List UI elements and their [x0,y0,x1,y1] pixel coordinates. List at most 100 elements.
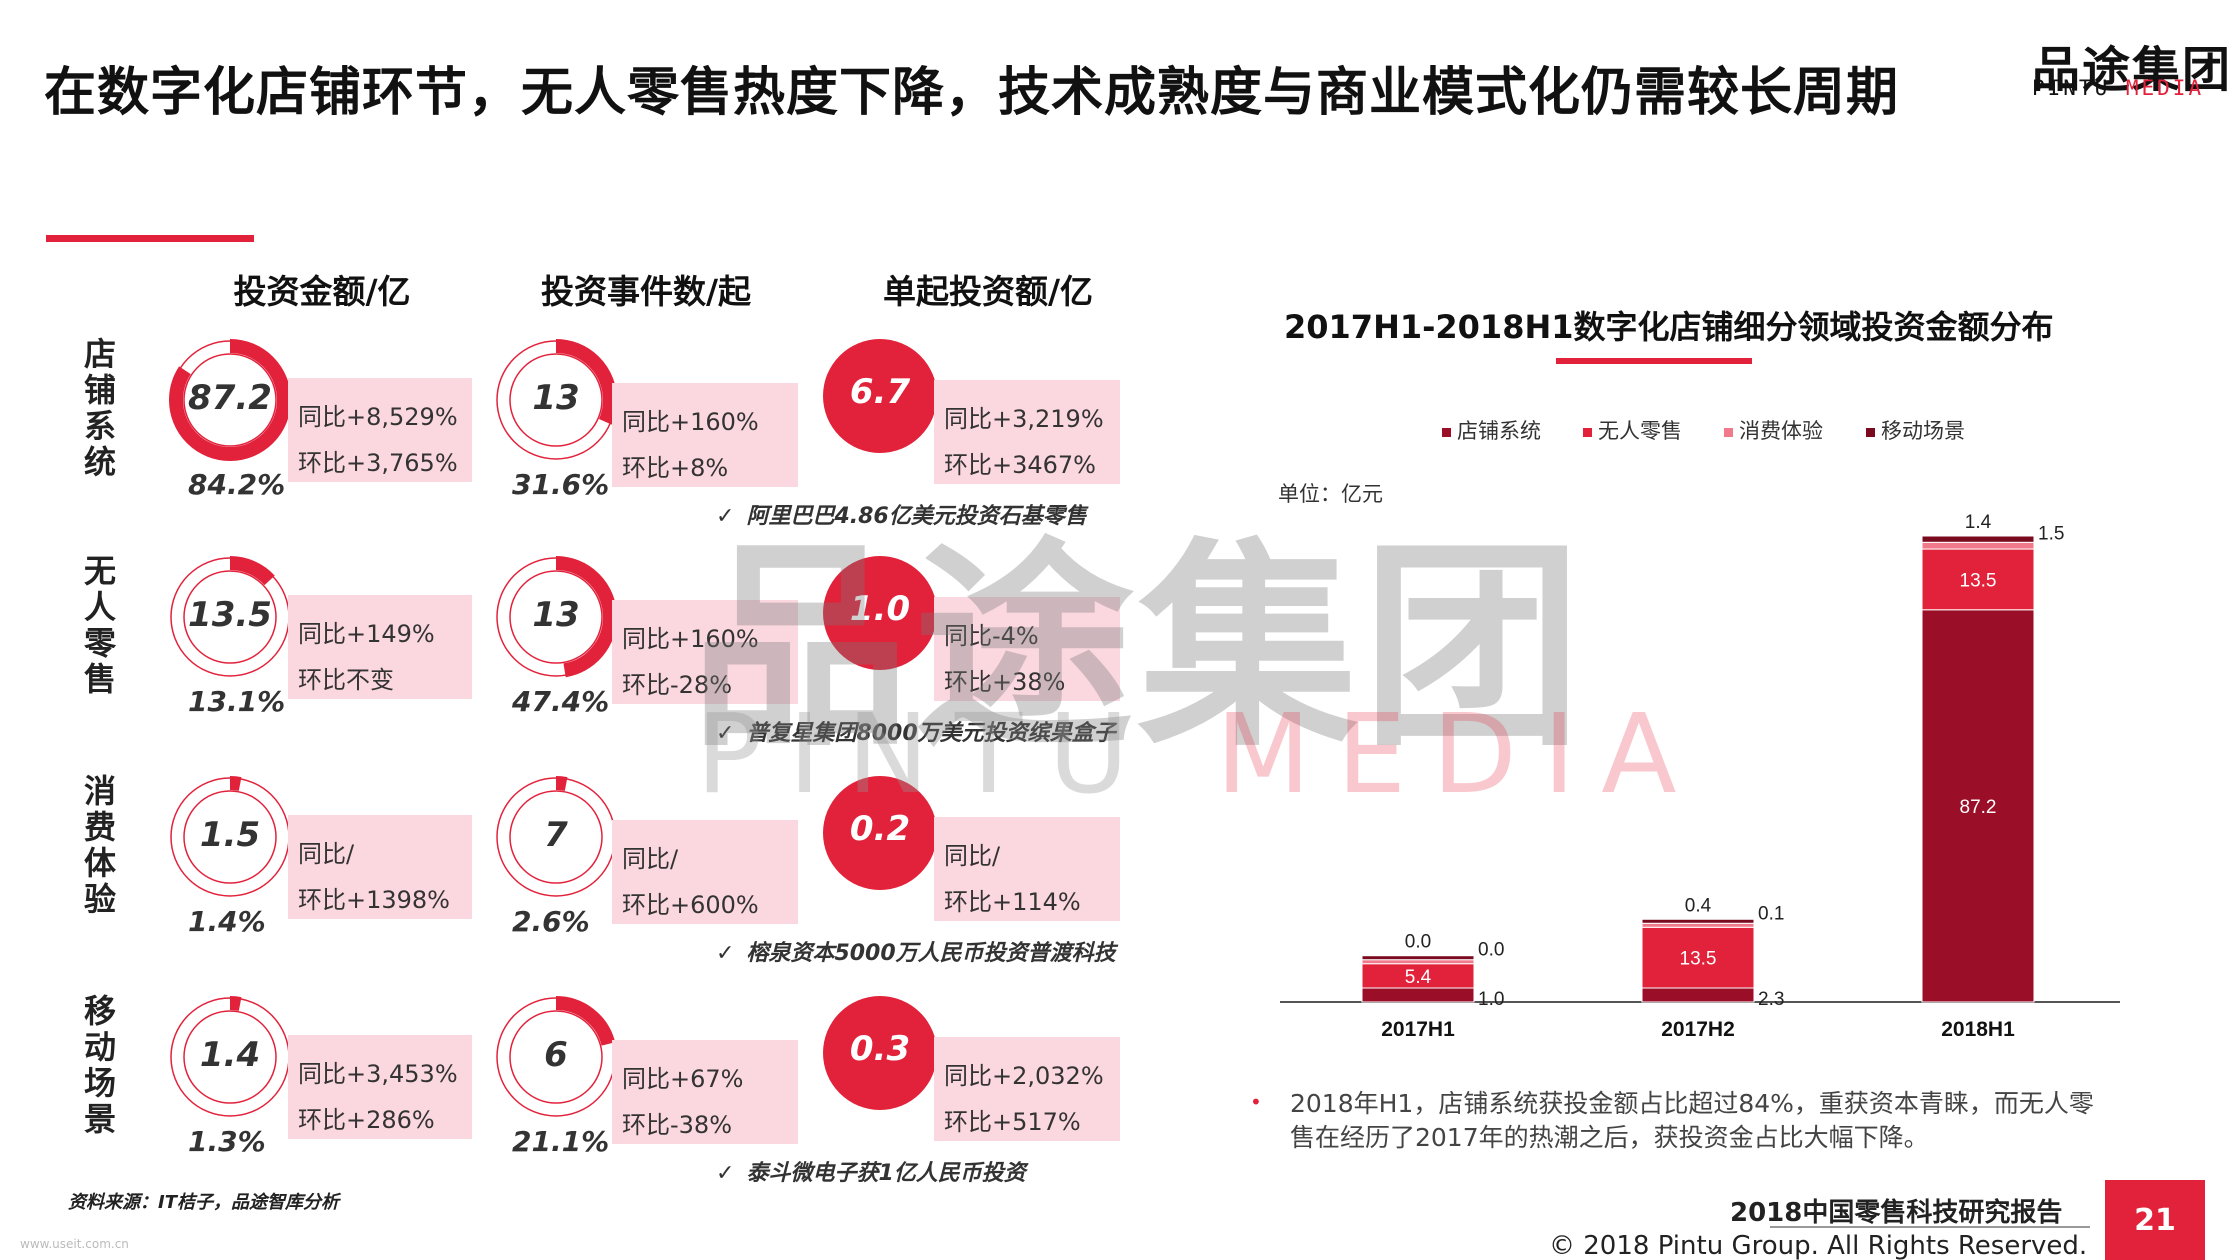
bar-segment [1641,918,1755,924]
single-box-line: 环比+38% [944,668,1066,696]
bar-segment [1641,987,1755,1003]
single-box-1: 同比-4% 环比+38% [934,597,1120,701]
data-label: 0.0 [1478,940,1504,961]
legend-swatch [1724,427,1733,437]
events-donut-3-arc [495,996,617,1118]
single-box-line: 环比+114% [944,888,1081,916]
row-label-3: 移动场景 [83,992,116,1138]
logo-en-a: PINTU [2032,76,2111,100]
data-label: 0.0 [1405,932,1431,953]
bar-segment [1361,955,1475,961]
legend-item-3: 移动场景 [1866,415,1965,445]
watermark-en-b: MEDIA [1215,690,1703,818]
site-watermark: www.useit.com.cn [20,1237,129,1251]
events-box-line: 环比-28% [622,671,733,699]
events-donut-3-inner-outline [509,1010,603,1104]
single-circle-3 [823,996,937,1110]
amount-pct-3: 1.3% [188,1125,266,1158]
events-value-2: 7 [544,815,568,855]
chart-accent-bar [1556,358,1752,364]
deal-note-text: 阿里巴巴4.86亿美元投资石基零售 [746,504,1087,529]
watermark-en-a: PINTU [696,690,1155,818]
events-donut-0-inner-outline [509,353,603,447]
legend-item-2: 消费体验 [1724,415,1823,445]
amount-box-line: 环比+3,765% [298,449,458,477]
single-box-line: 同比+2,032% [944,1062,1104,1090]
events-donut-2-arc [495,776,617,898]
copyright: © 2018 Pintu Group. All Rights Reserved. [1549,1231,2088,1260]
amount-box-line: 同比+149% [298,620,435,648]
logo-cn: 品途集团 [2032,42,2233,98]
single-circle-3-fill [823,996,937,1110]
data-label: 13.5 [1680,949,1717,970]
amount-box-line: 同比/ [298,840,355,868]
bar-segment [1921,548,2035,611]
amount-donut-2-inner-outline [183,790,277,884]
data-label: 0.1 [1758,903,1784,924]
deal-note-0: ✓ 阿里巴巴4.86亿美元投资石基零售 [716,498,1087,530]
page-number-box [2105,1180,2205,1260]
data-label: 1.4 [1965,512,1992,533]
legend-swatch [1866,427,1875,437]
legend-label: 移动场景 [1881,419,1965,443]
data-label: 1.0 [1478,989,1504,1010]
bar-segment [1361,963,1475,989]
amount-box-line: 同比+8,529% [298,403,458,431]
single-circle-0-fill [823,339,937,453]
amount-pct-1: 13.1% [188,685,286,718]
events-box-0: 同比+160% 环比+8% [612,383,798,487]
legend-label: 消费体验 [1739,419,1823,443]
amount-box-line: 环比+286% [298,1106,435,1134]
single-value-1: 1.0 [849,589,911,629]
amount-value-0: 87.2 [188,378,272,418]
amount-pct-2: 1.4% [188,905,266,938]
amount-donut-0-arc [169,339,291,461]
check-icon: ✓ [716,1161,735,1186]
data-label: 2.3 [1758,989,1784,1010]
source-note: 资料来源：IT桔子，品途智库分析 [68,1192,339,1213]
bar-segment [1361,959,1475,965]
single-box-line: 同比/ [944,842,1001,870]
deal-note-text: 泰斗微电子获1亿人民币投资 [746,1161,1026,1186]
amount-value-2: 1.5 [199,815,261,855]
deal-note-1: ✓ 普复星集团8000万美元投资缤果盒子 [716,715,1116,747]
chart-title: 2017H1-2018H1数字化店铺细分领域投资金额分布 [1284,308,2054,346]
amount-pct-0: 84.2% [188,468,286,501]
events-value-0: 13 [532,378,580,418]
amount-donut-2-arc [169,776,291,898]
single-box-line: 同比+3,219% [944,405,1104,433]
single-circle-1-fill [823,556,937,670]
row-label-1: 无人零售 [83,552,116,698]
amount-donut-3-arc [169,996,291,1118]
x-tick-label: 2017H1 [1381,1018,1455,1041]
single-box-2: 同比/环比+114% [934,817,1120,921]
col-head-events: 投资事件数/起 [540,272,752,311]
events-pct-0: 31.6% [512,468,610,501]
events-box-line: 环比+600% [622,891,759,919]
single-circle-2-fill [823,776,937,890]
data-label: 5.4 [1405,967,1432,988]
legend-label: 无人零售 [1598,419,1682,443]
deal-note-text: 榕泉资本5000万人民币投资普渡科技 [746,941,1116,966]
deal-note-2: ✓ 榕泉资本5000万人民币投资普渡科技 [716,935,1116,967]
amount-box-3: 同比+3,453% 环比+286% [288,1035,472,1139]
amount-box-1: 同比+149% 环比不变 [288,595,472,699]
events-pct-2: 2.6% [512,905,590,938]
bar-segment [1361,987,1475,1003]
x-tick-label: 2017H2 [1661,1018,1735,1041]
data-label: 13.5 [1960,570,1997,591]
single-box-line: 同比-4% [944,622,1039,650]
events-pct-1: 47.4% [512,685,610,718]
events-donut-1-arc [495,556,617,678]
single-box-line: 环比+3467% [944,451,1096,479]
events-pct-3: 21.1% [512,1125,610,1158]
single-circle-2 [823,776,937,890]
deal-note-text: 普复星集团8000万美元投资缤果盒子 [746,721,1116,746]
chart-unit: 单位：亿元 [1278,482,1383,506]
events-box-1: 同比+160% 环比-28% [612,600,798,704]
accent-bar [46,235,254,242]
events-box-2: 同比/环比+600% [612,820,798,924]
amount-box-line: 环比不变 [298,666,394,694]
events-box-line: 环比-38% [622,1111,733,1139]
bar-segment [1921,535,2035,543]
